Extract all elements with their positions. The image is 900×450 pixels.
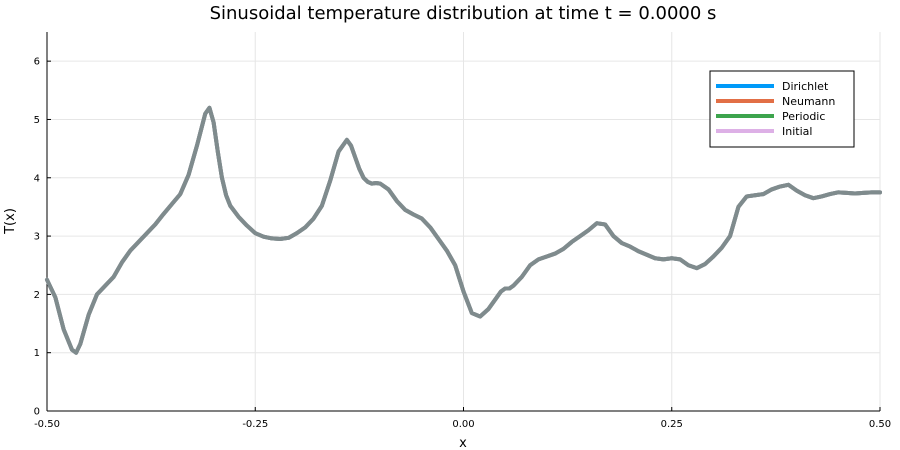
y-tick-label: 5 xyxy=(34,115,40,126)
tick-labels: -0.50 -0.25 0.00 0.25 0.50 0 1 2 3 4 5 6 xyxy=(34,57,892,430)
y-tick-label: 3 xyxy=(34,232,40,243)
x-axis-label: x xyxy=(459,436,467,450)
chart-title: Sinusoidal temperature distribution at t… xyxy=(210,3,717,24)
y-tick-label: 1 xyxy=(34,348,40,359)
x-tick-label: -0.50 xyxy=(34,419,60,430)
x-tick-label: 0.00 xyxy=(452,419,474,430)
x-tick-label: -0.25 xyxy=(242,419,268,430)
y-tick-label: 4 xyxy=(34,173,40,184)
legend-label-dirichlet: Dirichlet xyxy=(782,80,829,93)
x-tick-label: 0.25 xyxy=(661,419,683,430)
legend-label-neumann: Neumann xyxy=(782,95,835,108)
y-tick-label: 2 xyxy=(34,290,40,301)
legend: Dirichlet Neumann Periodic Initial xyxy=(709,70,855,148)
axes xyxy=(46,32,881,412)
x-tick-label: 0.50 xyxy=(869,419,891,430)
y-tick-label: 6 xyxy=(34,57,40,68)
legend-box xyxy=(709,70,855,148)
y-axis-label: T(x) xyxy=(3,208,18,235)
legend-label-initial: Initial xyxy=(782,125,812,138)
y-tick-label: 0 xyxy=(34,407,40,418)
overlapping-series-line xyxy=(45,105,882,355)
legend-label-periodic: Periodic xyxy=(782,110,825,123)
series-lines xyxy=(45,105,882,355)
